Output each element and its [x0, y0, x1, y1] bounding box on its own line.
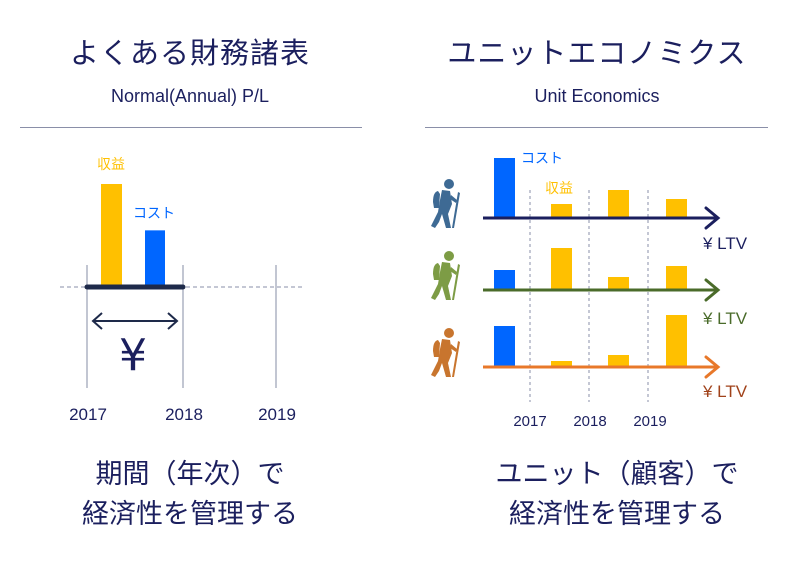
double-arrow-icon — [91, 312, 179, 330]
cost-bar-row2 — [494, 270, 515, 290]
left-cost-label: コスト — [133, 206, 175, 222]
ltv-label-3: ¥ LTV — [703, 382, 748, 401]
left-caption-line2: 経済性を管理する — [82, 499, 298, 530]
right-year-2019: 2019 — [633, 413, 667, 430]
currency-symbol: ¥ — [119, 330, 147, 381]
revenue-bar-row2-1 — [608, 277, 629, 290]
revenue-bar-row1-2 — [666, 199, 687, 218]
right-caption-line2: 経済性を管理する — [509, 499, 725, 530]
revenue-bar-row3-2 — [666, 315, 687, 367]
right-divider — [425, 127, 768, 128]
cost-bar-row3 — [494, 326, 515, 367]
ltv-label-1: ¥ LTV — [703, 234, 748, 253]
cost-bar-row1 — [494, 158, 515, 218]
revenue-bar-row2-0 — [551, 248, 572, 290]
arrow-head-icon — [704, 278, 721, 302]
left-caption: 期間（年次）で 経済性を管理する — [82, 455, 298, 535]
right-title: ユニットエコノミクス — [447, 36, 747, 70]
right-revenue-label: 収益 — [545, 181, 573, 197]
right-caption: ユニット（顧客）で 経済性を管理する — [496, 455, 739, 535]
hiker-icon — [431, 251, 460, 300]
left-year-2019: 2019 — [258, 405, 296, 424]
left-revenue-label: 収益 — [97, 157, 125, 173]
right-caption-line1: ユニット（顧客）で — [495, 459, 739, 490]
left-title: よくある財務諸表 — [69, 36, 311, 70]
revenue-bar-row1-0 — [551, 204, 572, 218]
left-subtitle: Normal(Annual) P/L — [110, 86, 270, 106]
hiker-icon — [431, 179, 460, 228]
ltv-label-2: ¥ LTV — [703, 309, 748, 328]
arrow-head-icon — [704, 355, 721, 379]
hiker-icon — [431, 328, 460, 377]
right-cost-label: コスト — [521, 151, 563, 167]
revenue-bar-row2-2 — [666, 266, 687, 290]
right-subtitle: Unit Economics — [534, 86, 660, 106]
left-year-2017: 2017 — [69, 405, 107, 424]
arrow-head-icon — [704, 206, 721, 230]
revenue-bar-row3-0 — [551, 361, 572, 367]
left-divider — [20, 127, 362, 128]
right-year-2017: 2017 — [513, 413, 547, 430]
left-caption-line1: 期間（年次）で — [95, 459, 285, 490]
left-revenue-bar — [101, 184, 122, 287]
left-year-2018: 2018 — [165, 405, 203, 424]
revenue-bar-row3-1 — [608, 355, 629, 367]
revenue-bar-row1-1 — [608, 190, 629, 218]
left-cost-bar — [145, 230, 165, 287]
right-year-2018: 2018 — [573, 413, 607, 430]
